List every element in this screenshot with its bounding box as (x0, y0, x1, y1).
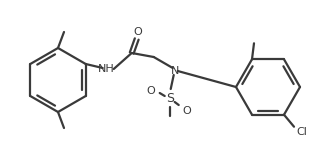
Text: O: O (133, 27, 142, 37)
Text: NH: NH (98, 64, 115, 74)
Text: O: O (146, 86, 155, 96)
Text: Cl: Cl (297, 127, 307, 137)
Text: S: S (166, 93, 174, 106)
Text: N: N (171, 66, 179, 76)
Text: O: O (182, 106, 191, 116)
